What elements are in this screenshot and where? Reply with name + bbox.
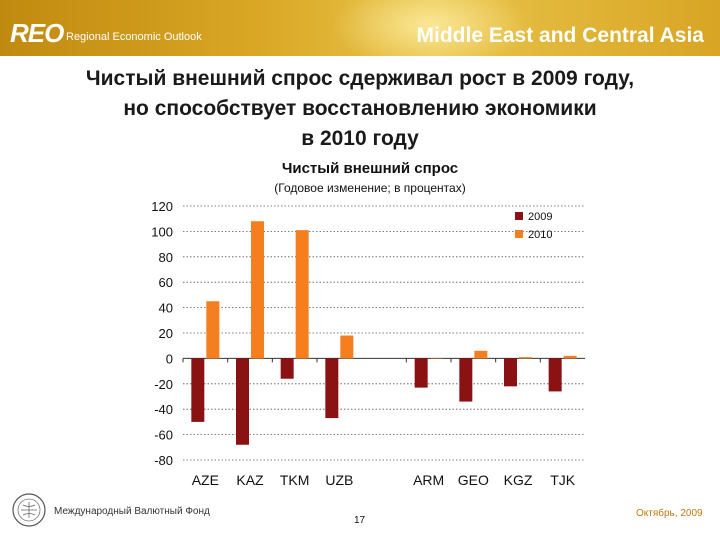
x-tick-label: KAZ (236, 472, 264, 488)
bar-2009-geo (459, 358, 473, 402)
slide-title-line: в 2010 году (301, 127, 419, 150)
slide-title-line: но способствует восстановлению экономики (123, 97, 597, 120)
y-tick-label: -80 (154, 453, 173, 468)
legend-swatch-2010 (515, 230, 523, 238)
y-tick-label: -60 (154, 428, 173, 443)
y-tick-label: 80 (159, 250, 173, 265)
bar-2010-arm (429, 358, 443, 359)
bar-2009-kaz (236, 358, 249, 445)
y-tick-label: -40 (154, 402, 173, 417)
footer-date: Октябрь, 2009 (636, 508, 703, 519)
chart-subtitle: (Годовое изменение; в процентах) (274, 181, 466, 195)
bar-2010-tjk (563, 355, 577, 359)
y-tick-label: 120 (151, 199, 173, 214)
bar-2010-aze (206, 301, 220, 359)
slide-title-line: Чистый внешний спрос сдерживал рост в 20… (85, 67, 635, 90)
x-tick-label: AZE (192, 472, 219, 488)
x-tick-label: TKM (280, 472, 310, 488)
y-tick-label: 20 (159, 326, 173, 341)
reo-logo-text: REO (10, 18, 64, 48)
x-tick-label: TJK (550, 472, 576, 488)
legend-swatch-2009 (515, 212, 523, 220)
legend-label-2010: 2010 (528, 229, 552, 241)
footer-organization: Международный Валютный Фонд (54, 506, 210, 517)
x-tick-label: GEO (458, 472, 489, 488)
bar-2010-tkm (295, 230, 309, 359)
header-banner: REO Regional Economic Outlook Middle Eas… (0, 0, 720, 56)
y-tick-label: 60 (159, 275, 173, 290)
y-tick-label: 0 (166, 351, 173, 366)
bar-2010-kaz (251, 221, 264, 359)
banner-glow (330, 0, 530, 56)
reo-subtitle: Regional Economic Outlook (66, 31, 202, 43)
chart-title: Чистый внешний спрос (281, 160, 459, 177)
bar-2009-tkm (280, 358, 294, 379)
x-tick-label: UZB (325, 472, 353, 488)
bar-2009-uzb (325, 358, 339, 419)
bar-2009-arm (414, 358, 428, 388)
bar-2009-tjk (548, 358, 562, 392)
region-title: Middle East and Central Asia (416, 24, 704, 47)
y-tick-label: 100 (151, 224, 173, 239)
bar-2010-kgz (519, 357, 532, 359)
imf-seal-icon (12, 493, 46, 527)
bar-2010-geo (474, 350, 488, 359)
legend-label-2009: 2009 (528, 211, 552, 223)
bar-2010-uzb (340, 335, 354, 359)
y-tick-label: 40 (159, 301, 173, 316)
footer-page-number: 17 (354, 515, 366, 526)
bar-2009-aze (191, 358, 205, 422)
x-tick-label: KGZ (504, 472, 533, 488)
slide-title: Чистый внешний спрос сдерживал рост в 20… (0, 64, 720, 154)
bar-2009-kgz (504, 358, 517, 387)
y-tick-label: -20 (154, 377, 173, 392)
x-tick-label: ARM (413, 472, 444, 488)
